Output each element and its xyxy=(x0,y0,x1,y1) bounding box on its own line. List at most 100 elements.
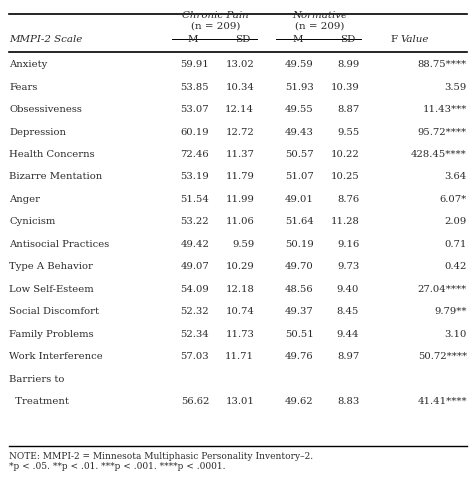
Text: 49.37: 49.37 xyxy=(285,307,314,316)
Text: 8.97: 8.97 xyxy=(337,352,359,361)
Text: Normative: Normative xyxy=(292,11,348,20)
Text: 51.07: 51.07 xyxy=(285,173,314,182)
Text: Family Problems: Family Problems xyxy=(9,330,94,339)
Text: Cynicism: Cynicism xyxy=(9,217,56,227)
Text: *p < .05. **p < .01. ***p < .001. ****p < .0001.: *p < .05. **p < .01. ***p < .001. ****p … xyxy=(9,462,226,471)
Text: NOTE: MMPI-2 = Minnesota Multiphasic Personality Inventory–2.: NOTE: MMPI-2 = Minnesota Multiphasic Per… xyxy=(9,452,313,461)
Text: 9.16: 9.16 xyxy=(337,240,359,249)
Text: 9.73: 9.73 xyxy=(337,262,359,272)
Text: 49.70: 49.70 xyxy=(285,262,314,272)
Text: Fears: Fears xyxy=(9,83,38,92)
Text: 50.72****: 50.72**** xyxy=(418,352,467,361)
Text: 51.93: 51.93 xyxy=(285,83,314,92)
Text: 0.71: 0.71 xyxy=(445,240,467,249)
Text: M: M xyxy=(188,35,198,44)
Text: 10.29: 10.29 xyxy=(226,262,254,272)
Text: 11.37: 11.37 xyxy=(225,150,254,159)
Text: 11.99: 11.99 xyxy=(225,195,254,204)
Text: 88.75****: 88.75**** xyxy=(418,60,467,69)
Text: Value: Value xyxy=(401,35,429,44)
Text: 3.59: 3.59 xyxy=(445,83,467,92)
Text: 8.99: 8.99 xyxy=(337,60,359,69)
Text: 11.71: 11.71 xyxy=(225,352,254,361)
Text: Social Discomfort: Social Discomfort xyxy=(9,307,100,316)
Text: 8.87: 8.87 xyxy=(337,105,359,114)
Text: 9.79**: 9.79** xyxy=(435,307,467,316)
Text: 59.91: 59.91 xyxy=(181,60,209,69)
Text: 50.19: 50.19 xyxy=(285,240,314,249)
Text: SD: SD xyxy=(340,35,355,44)
Text: 13.02: 13.02 xyxy=(226,60,254,69)
Text: 41.41****: 41.41**** xyxy=(417,397,467,406)
Text: 10.39: 10.39 xyxy=(330,83,359,92)
Text: 49.55: 49.55 xyxy=(285,105,314,114)
Text: 10.74: 10.74 xyxy=(225,307,254,316)
Text: 8.83: 8.83 xyxy=(337,397,359,406)
Text: 49.62: 49.62 xyxy=(285,397,314,406)
Text: Type A Behavior: Type A Behavior xyxy=(9,262,93,272)
Text: Chronic Pain: Chronic Pain xyxy=(182,11,249,20)
Text: 8.76: 8.76 xyxy=(337,195,359,204)
Text: 10.22: 10.22 xyxy=(330,150,359,159)
Text: 57.03: 57.03 xyxy=(181,352,209,361)
Text: M: M xyxy=(292,35,302,44)
Text: 72.46: 72.46 xyxy=(181,150,209,159)
Text: Anger: Anger xyxy=(9,195,40,204)
Text: Low Self-Esteem: Low Self-Esteem xyxy=(9,285,94,294)
Text: 11.79: 11.79 xyxy=(225,173,254,182)
Text: Obsessiveness: Obsessiveness xyxy=(9,105,82,114)
Text: 12.18: 12.18 xyxy=(225,285,254,294)
Text: (n = 209): (n = 209) xyxy=(191,21,240,30)
Text: 50.57: 50.57 xyxy=(285,150,314,159)
Text: 52.34: 52.34 xyxy=(181,330,209,339)
Text: 3.64: 3.64 xyxy=(445,173,467,182)
Text: Health Concerns: Health Concerns xyxy=(9,150,95,159)
Text: 49.76: 49.76 xyxy=(285,352,314,361)
Text: 13.01: 13.01 xyxy=(225,397,254,406)
Text: 12.72: 12.72 xyxy=(226,128,254,137)
Text: 11.06: 11.06 xyxy=(226,217,254,227)
Text: Depression: Depression xyxy=(9,128,66,137)
Text: 56.62: 56.62 xyxy=(181,397,209,406)
Text: 53.85: 53.85 xyxy=(181,83,209,92)
Text: 49.01: 49.01 xyxy=(285,195,314,204)
Text: F: F xyxy=(390,35,397,44)
Text: 11.28: 11.28 xyxy=(330,217,359,227)
Text: 11.43***: 11.43*** xyxy=(422,105,467,114)
Text: 9.40: 9.40 xyxy=(337,285,359,294)
Text: 0.42: 0.42 xyxy=(445,262,467,272)
Text: 53.19: 53.19 xyxy=(181,173,209,182)
Text: 12.14: 12.14 xyxy=(225,105,254,114)
Text: Treatment: Treatment xyxy=(9,397,69,406)
Text: (n = 209): (n = 209) xyxy=(295,21,345,30)
Text: 52.32: 52.32 xyxy=(181,307,209,316)
Text: 49.43: 49.43 xyxy=(285,128,314,137)
Text: 2.09: 2.09 xyxy=(445,217,467,227)
Text: SD: SD xyxy=(235,35,250,44)
Text: 54.09: 54.09 xyxy=(181,285,209,294)
Text: 53.22: 53.22 xyxy=(181,217,209,227)
Text: Antisocial Practices: Antisocial Practices xyxy=(9,240,109,249)
Text: 51.64: 51.64 xyxy=(285,217,314,227)
Text: 9.55: 9.55 xyxy=(337,128,359,137)
Text: 53.07: 53.07 xyxy=(181,105,209,114)
Text: 10.34: 10.34 xyxy=(225,83,254,92)
Text: 3.10: 3.10 xyxy=(445,330,467,339)
Text: 49.59: 49.59 xyxy=(285,60,314,69)
Text: MMPI-2 Scale: MMPI-2 Scale xyxy=(9,35,83,44)
Text: 8.45: 8.45 xyxy=(337,307,359,316)
Text: 49.07: 49.07 xyxy=(181,262,209,272)
Text: 9.44: 9.44 xyxy=(337,330,359,339)
Text: 51.54: 51.54 xyxy=(180,195,209,204)
Text: 49.42: 49.42 xyxy=(180,240,209,249)
Text: 6.07*: 6.07* xyxy=(440,195,467,204)
Text: 48.56: 48.56 xyxy=(285,285,314,294)
Text: Barriers to: Barriers to xyxy=(9,375,65,384)
Text: 50.51: 50.51 xyxy=(285,330,314,339)
Text: 10.25: 10.25 xyxy=(330,173,359,182)
Text: 27.04****: 27.04**** xyxy=(418,285,467,294)
Text: Anxiety: Anxiety xyxy=(9,60,47,69)
Text: Bizarre Mentation: Bizarre Mentation xyxy=(9,173,103,182)
Text: Work Interference: Work Interference xyxy=(9,352,103,361)
Text: 428.45****: 428.45**** xyxy=(411,150,467,159)
